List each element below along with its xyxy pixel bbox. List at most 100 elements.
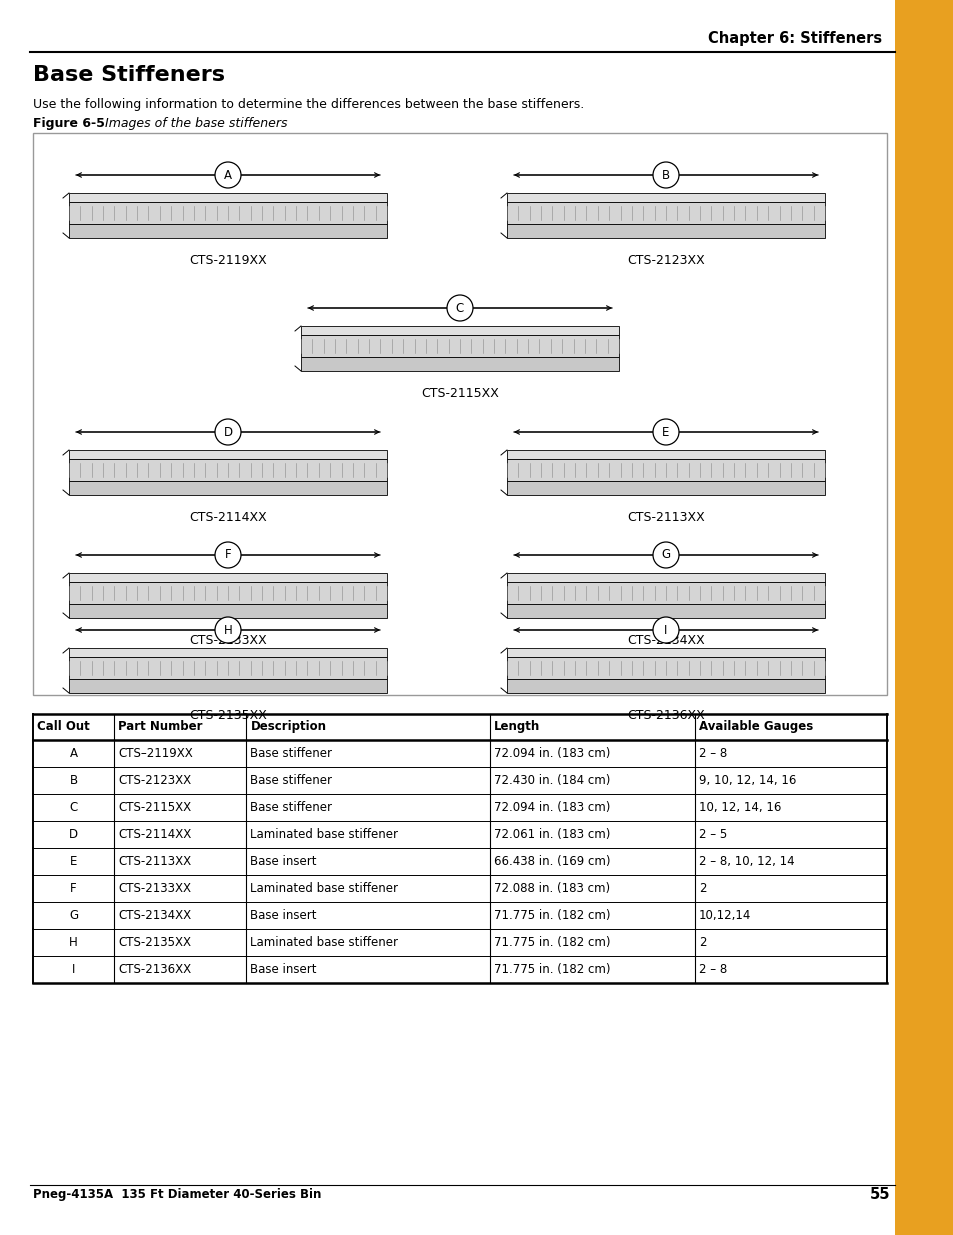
Text: CTS-2135XX: CTS-2135XX [118, 936, 191, 948]
Text: 72.061 in. (183 cm): 72.061 in. (183 cm) [494, 827, 610, 841]
Text: CTS-2134XX: CTS-2134XX [118, 909, 191, 923]
Text: CTS-2133XX: CTS-2133XX [189, 634, 267, 647]
Text: I: I [71, 963, 75, 976]
Text: Laminated base stiffener: Laminated base stiffener [251, 936, 398, 948]
Bar [506, 604, 824, 618]
Text: Available Gauges: Available Gauges [699, 720, 812, 734]
Text: 10, 12, 14, 16: 10, 12, 14, 16 [699, 802, 781, 814]
Bar [69, 459, 387, 480]
Bar [33, 848, 886, 876]
Text: Use the following information to determine the differences between the base stif: Use the following information to determi… [33, 98, 583, 110]
Bar [69, 679, 387, 693]
Bar [506, 679, 824, 693]
Text: 55: 55 [868, 1188, 889, 1203]
Text: Part Number: Part Number [118, 720, 202, 734]
Text: CTS-2134XX: CTS-2134XX [626, 634, 704, 647]
Text: 2 – 5: 2 – 5 [699, 827, 726, 841]
Text: C: C [70, 802, 77, 814]
Text: H: H [223, 624, 233, 636]
Text: 72.088 in. (183 cm): 72.088 in. (183 cm) [494, 882, 609, 895]
Text: Base stiffener: Base stiffener [251, 747, 333, 760]
Text: Description: Description [251, 720, 326, 734]
Circle shape [652, 162, 679, 188]
Bar [506, 224, 824, 238]
Bar [506, 459, 824, 480]
Text: H: H [70, 936, 78, 948]
Circle shape [652, 618, 679, 643]
Text: CTS-2133XX: CTS-2133XX [118, 882, 191, 895]
Bar [33, 956, 886, 983]
Text: F: F [225, 548, 231, 562]
Text: D: D [69, 827, 78, 841]
Bar [69, 193, 387, 203]
Text: 2 – 8: 2 – 8 [699, 963, 726, 976]
Bar [894, 0, 953, 1235]
Text: Laminated base stiffener: Laminated base stiffener [251, 827, 398, 841]
Bar [506, 648, 824, 657]
Bar [33, 740, 886, 767]
Text: D: D [223, 426, 233, 438]
Bar [506, 480, 824, 495]
Text: 71.775 in. (182 cm): 71.775 in. (182 cm) [494, 909, 610, 923]
Bar [33, 794, 886, 821]
Circle shape [652, 419, 679, 445]
Text: CTS-2114XX: CTS-2114XX [189, 511, 267, 524]
Circle shape [214, 419, 241, 445]
Text: Call Out: Call Out [37, 720, 90, 734]
Text: 2 – 8: 2 – 8 [699, 747, 726, 760]
Text: 2: 2 [699, 936, 705, 948]
Text: CTS–2119XX: CTS–2119XX [118, 747, 193, 760]
Text: Base insert: Base insert [251, 909, 316, 923]
Bar [33, 929, 886, 956]
Text: 71.775 in. (182 cm): 71.775 in. (182 cm) [494, 963, 610, 976]
Text: Images of the base stiffeners: Images of the base stiffeners [101, 116, 287, 130]
Text: Base insert: Base insert [251, 963, 316, 976]
Text: Figure 6-5: Figure 6-5 [33, 116, 105, 130]
Text: Laminated base stiffener: Laminated base stiffener [251, 882, 398, 895]
Text: Base stiffener: Base stiffener [251, 774, 333, 787]
Text: CTS-2115XX: CTS-2115XX [420, 387, 498, 400]
Bar [301, 335, 618, 357]
Text: Pneg-4135A  135 Ft Diameter 40-Series Bin: Pneg-4135A 135 Ft Diameter 40-Series Bin [33, 1188, 321, 1202]
Circle shape [652, 542, 679, 568]
Text: 72.094 in. (183 cm): 72.094 in. (183 cm) [494, 747, 610, 760]
Circle shape [214, 162, 241, 188]
Bar [33, 133, 886, 695]
Text: 9, 10, 12, 14, 16: 9, 10, 12, 14, 16 [699, 774, 796, 787]
Text: CTS-2114XX: CTS-2114XX [118, 827, 192, 841]
Bar [33, 821, 886, 848]
Bar [506, 193, 824, 203]
Bar [506, 582, 824, 604]
Text: CTS-2119XX: CTS-2119XX [189, 254, 267, 267]
Text: G: G [69, 909, 78, 923]
Bar [69, 604, 387, 618]
Bar [33, 767, 886, 794]
Bar [33, 714, 886, 740]
Text: I: I [663, 624, 667, 636]
Text: Base stiffener: Base stiffener [251, 802, 333, 814]
Bar [69, 224, 387, 238]
Circle shape [214, 618, 241, 643]
Text: 2 – 8, 10, 12, 14: 2 – 8, 10, 12, 14 [699, 855, 794, 868]
Bar [301, 326, 618, 335]
Bar [506, 657, 824, 679]
Bar [69, 573, 387, 582]
Bar [506, 573, 824, 582]
Bar [69, 480, 387, 495]
Text: B: B [661, 168, 669, 182]
Text: Length: Length [494, 720, 539, 734]
Text: CTS-2113XX: CTS-2113XX [118, 855, 191, 868]
Text: E: E [70, 855, 77, 868]
Bar [69, 582, 387, 604]
Text: A: A [70, 747, 77, 760]
Text: Base Stiffeners: Base Stiffeners [33, 65, 225, 85]
Bar [33, 902, 886, 929]
Text: CTS-2113XX: CTS-2113XX [626, 511, 704, 524]
Text: E: E [661, 426, 669, 438]
Text: 72.430 in. (184 cm): 72.430 in. (184 cm) [494, 774, 610, 787]
Text: CTS-2136XX: CTS-2136XX [118, 963, 191, 976]
Bar [69, 203, 387, 224]
Text: 10,12,14: 10,12,14 [699, 909, 750, 923]
Text: 66.438 in. (169 cm): 66.438 in. (169 cm) [494, 855, 610, 868]
Bar [301, 357, 618, 370]
